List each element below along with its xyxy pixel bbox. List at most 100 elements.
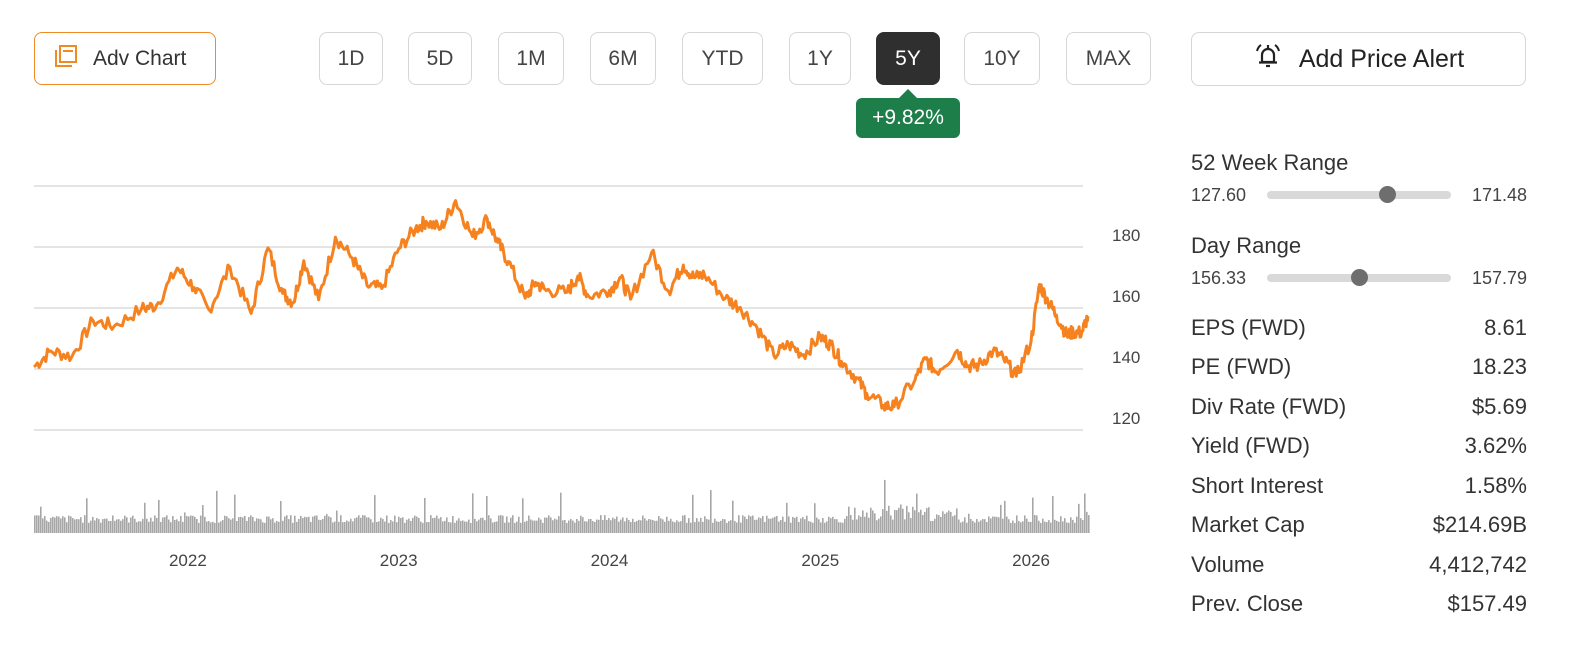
volume-bar <box>170 522 172 533</box>
stat-value: 8.61 <box>1484 314 1527 340</box>
volume-bar <box>1016 515 1018 533</box>
period-max[interactable]: MAX <box>1066 32 1151 85</box>
volume-bar <box>862 510 864 533</box>
price-chart[interactable]: 120 140 160 180 2022 2023 2024 2025 2026 <box>0 140 1160 580</box>
volume-bar <box>146 518 148 533</box>
x-tick-label: 2024 <box>591 551 629 570</box>
volume-bar <box>902 508 904 533</box>
volume-bar <box>328 516 330 533</box>
volume-bar <box>490 518 492 533</box>
volume-bar <box>638 519 640 533</box>
period-1d[interactable]: 1D <box>319 32 383 85</box>
volume-bar <box>644 518 646 533</box>
volume-bar <box>254 521 256 533</box>
period-5y[interactable]: 5Y <box>876 32 940 85</box>
volume-bar <box>954 515 956 533</box>
volume-bar <box>886 510 888 533</box>
stat-label: Market Cap <box>1191 512 1305 538</box>
week52-range-marker <box>1378 186 1396 203</box>
volume-bar <box>798 522 800 533</box>
period-ytd[interactable]: YTD <box>682 32 763 85</box>
volume-bar <box>184 512 186 533</box>
period-6m[interactable]: 6M <box>590 32 656 85</box>
volume-bar <box>922 515 924 533</box>
volume-bar <box>1000 504 1002 533</box>
volume-bar <box>1086 511 1088 533</box>
volume-bar <box>1054 519 1056 533</box>
volume-bar <box>444 520 446 533</box>
volume-bar <box>938 515 940 533</box>
volume-bar <box>366 517 368 533</box>
volume-bar <box>532 520 534 533</box>
volume-bar <box>104 518 106 533</box>
volume-bar <box>1060 516 1062 533</box>
volume-bar <box>508 522 510 533</box>
volume-bar <box>746 519 748 533</box>
volume-bar <box>956 508 958 533</box>
volume-bar <box>974 522 976 533</box>
volume-bar <box>994 516 996 533</box>
volume-bar <box>132 515 134 533</box>
volume-bar <box>720 520 722 533</box>
volume-bar <box>346 520 348 533</box>
volume-bar <box>500 515 502 533</box>
add-price-alert-button[interactable]: Add Price Alert <box>1191 32 1526 86</box>
period-1m[interactable]: 1M <box>498 32 564 85</box>
volume-bar <box>948 510 950 533</box>
volume-bar <box>946 512 948 533</box>
volume-bar <box>136 522 138 533</box>
volume-bar <box>552 520 554 533</box>
period-5d[interactable]: 5D <box>408 32 472 85</box>
stat-market-cap: Market Cap $214.69B <box>1191 506 1527 546</box>
volume-bar <box>38 515 40 533</box>
volume-bar <box>696 518 698 533</box>
volume-bar <box>538 517 540 533</box>
volume-bar <box>1076 516 1078 533</box>
period-10y[interactable]: 10Y <box>964 32 1040 85</box>
volume-bar <box>970 519 972 533</box>
volume-bar <box>404 522 406 533</box>
volume-bar <box>912 506 914 533</box>
volume-bar <box>410 521 412 533</box>
volume-bar <box>768 518 770 533</box>
volume-bar <box>784 521 786 533</box>
volume-bar <box>844 518 846 533</box>
volume-bar <box>752 515 754 533</box>
volume-bar <box>1034 515 1036 533</box>
volume-bar <box>706 519 708 533</box>
volume-bar <box>78 519 80 533</box>
volume-bar <box>818 519 820 533</box>
volume-bar <box>168 519 170 533</box>
volume-bar <box>976 518 978 533</box>
volume-bar <box>164 517 166 533</box>
volume-bar <box>580 515 582 533</box>
volume-bar <box>310 521 312 533</box>
volume-bar <box>600 515 602 533</box>
volume-bar <box>472 493 474 533</box>
volume-bar <box>664 521 666 533</box>
volume-bar <box>556 519 558 533</box>
stat-label: Div Rate (FWD) <box>1191 393 1347 419</box>
volume-bar <box>680 521 682 533</box>
period-1y[interactable]: 1Y <box>789 32 851 85</box>
volume-bar <box>562 520 564 533</box>
volume-bar <box>728 521 730 533</box>
volume-bar <box>564 519 566 533</box>
volume-bar <box>724 519 726 533</box>
volume-bar <box>708 519 710 533</box>
volume-bar <box>1058 521 1060 533</box>
volume-bar <box>174 519 176 533</box>
volume-bar <box>118 519 120 533</box>
volume-bar <box>460 520 462 533</box>
volume-bar <box>628 520 630 533</box>
volume-bar <box>270 519 272 533</box>
adv-chart-button[interactable]: Adv Chart <box>34 32 216 85</box>
volume-bar <box>160 521 162 533</box>
volume-bar <box>540 519 542 533</box>
volume-bar <box>390 520 392 533</box>
volume-bar <box>676 520 678 533</box>
volume-bar <box>156 517 158 533</box>
volume-bar <box>1028 521 1030 533</box>
volume-bar <box>678 521 680 533</box>
volume-bar <box>408 518 410 533</box>
